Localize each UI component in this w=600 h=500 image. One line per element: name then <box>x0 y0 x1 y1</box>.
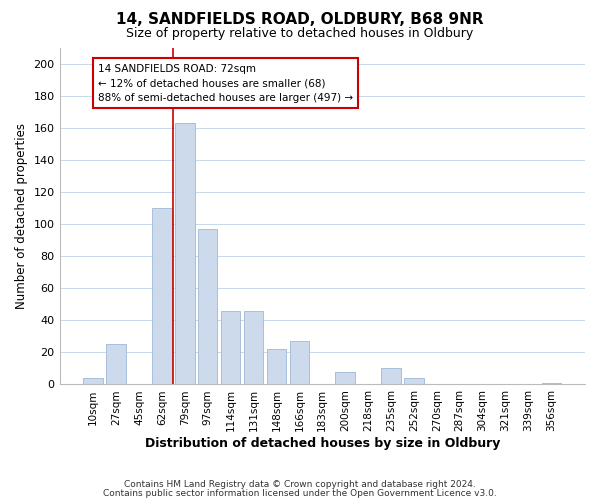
Bar <box>381 368 401 384</box>
Bar <box>175 123 194 384</box>
Bar <box>244 310 263 384</box>
Bar <box>106 344 126 385</box>
Text: 14, SANDFIELDS ROAD, OLDBURY, B68 9NR: 14, SANDFIELDS ROAD, OLDBURY, B68 9NR <box>116 12 484 28</box>
Text: Contains HM Land Registry data © Crown copyright and database right 2024.: Contains HM Land Registry data © Crown c… <box>124 480 476 489</box>
Bar <box>335 372 355 384</box>
Bar <box>290 341 309 384</box>
Bar <box>221 310 241 384</box>
Bar <box>404 378 424 384</box>
Bar <box>152 208 172 384</box>
X-axis label: Distribution of detached houses by size in Oldbury: Distribution of detached houses by size … <box>145 437 500 450</box>
Y-axis label: Number of detached properties: Number of detached properties <box>15 123 28 309</box>
Text: 14 SANDFIELDS ROAD: 72sqm
← 12% of detached houses are smaller (68)
88% of semi-: 14 SANDFIELDS ROAD: 72sqm ← 12% of detac… <box>98 64 353 103</box>
Bar <box>83 378 103 384</box>
Bar <box>267 349 286 384</box>
Bar <box>198 229 217 384</box>
Text: Contains public sector information licensed under the Open Government Licence v3: Contains public sector information licen… <box>103 490 497 498</box>
Text: Size of property relative to detached houses in Oldbury: Size of property relative to detached ho… <box>127 28 473 40</box>
Bar <box>542 383 561 384</box>
